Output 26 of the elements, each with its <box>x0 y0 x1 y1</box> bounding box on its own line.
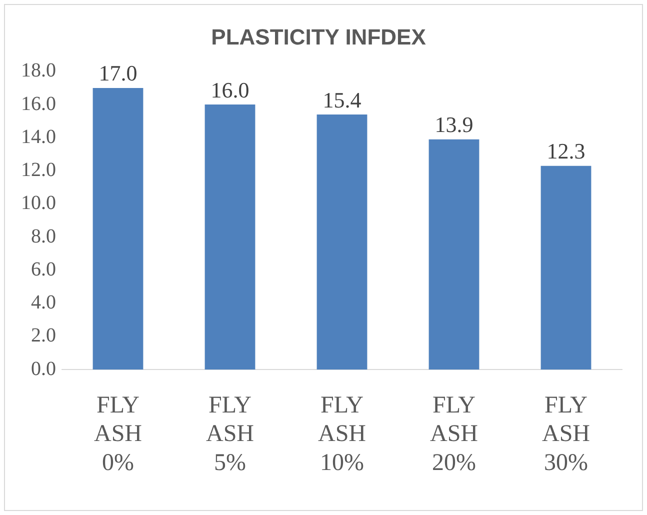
data-label: 16.0 <box>210 77 250 102</box>
x-tick-label: FLY ASH 5% <box>206 392 254 476</box>
y-tick-label: 4.0 <box>31 292 56 314</box>
data-label: 15.4 <box>322 87 362 112</box>
x-tick-label: FLY ASH 30% <box>542 392 590 476</box>
y-tick-label: 8.0 <box>31 225 56 248</box>
data-label: 12.3 <box>546 138 586 164</box>
x-tick-label: FLY ASH 10% <box>318 392 366 476</box>
bar <box>540 166 592 370</box>
y-tick-label: 18.0 <box>21 60 56 82</box>
bar <box>316 114 368 370</box>
y-tick-label: 2.0 <box>31 324 56 347</box>
chart-title: PLASTICITY INFDEX <box>211 24 426 50</box>
bar <box>92 88 144 370</box>
y-tick-label: 16.0 <box>21 92 56 115</box>
y-tick-label: 0.0 <box>31 358 56 380</box>
bar <box>428 139 480 370</box>
bar <box>204 104 256 370</box>
y-tick-label: 10.0 <box>21 192 56 214</box>
x-tick-label: FLY ASH 20% <box>430 392 478 476</box>
x-tick-label: FLY ASH 0% <box>94 392 142 476</box>
data-label: 13.9 <box>434 112 474 138</box>
y-tick-label: 6.0 <box>31 258 56 280</box>
data-label: 17.0 <box>98 60 138 86</box>
y-tick-label: 12.0 <box>21 159 56 182</box>
y-tick-label: 14.0 <box>21 126 56 148</box>
